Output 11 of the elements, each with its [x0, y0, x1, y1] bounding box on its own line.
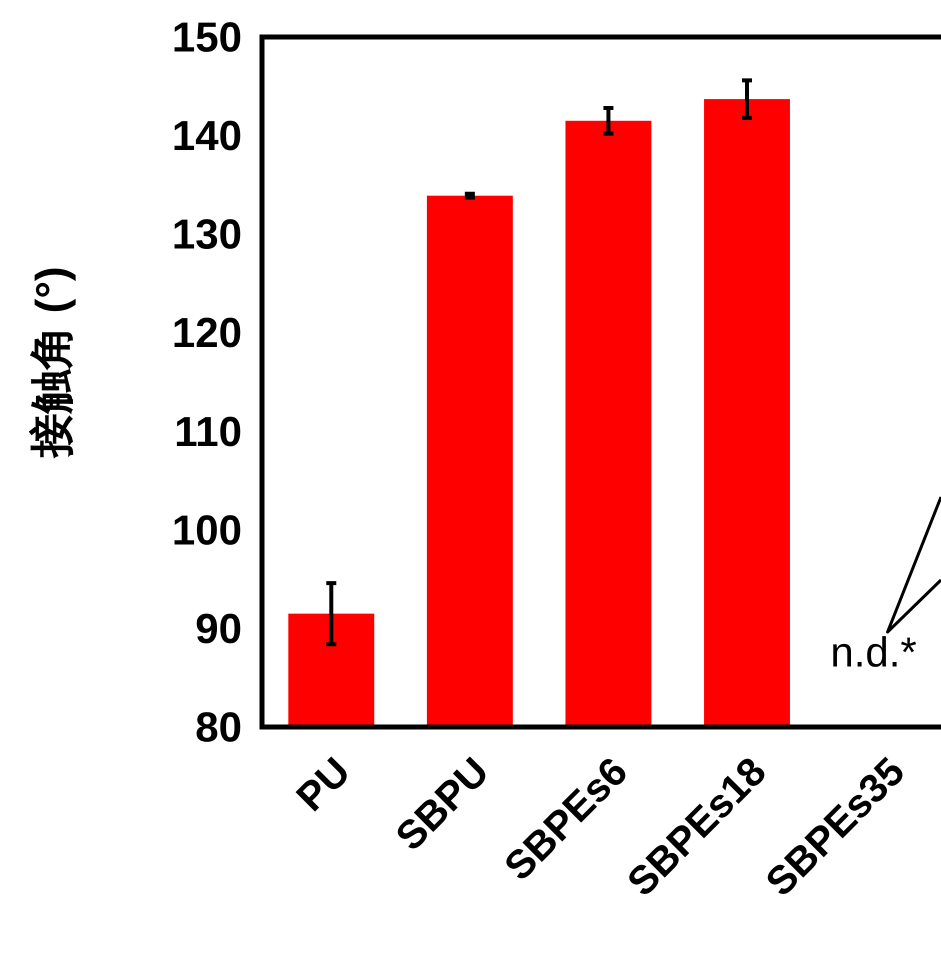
y-tick-label: 80	[195, 704, 242, 750]
y-tick-label: 150	[172, 14, 242, 60]
y-tick-label: 90	[195, 604, 242, 652]
y-tick-label: 120	[172, 309, 242, 356]
y-axis-title: 接触角 (°)	[28, 266, 76, 460]
x-tick-label: PU	[288, 749, 359, 820]
y-tick-label: 140	[172, 112, 242, 160]
y-tick-label: 130	[172, 210, 242, 258]
annotation: n.d.*	[830, 628, 917, 676]
y-tick-label: 110	[174, 408, 242, 455]
y-tick-label: 100	[172, 506, 242, 554]
